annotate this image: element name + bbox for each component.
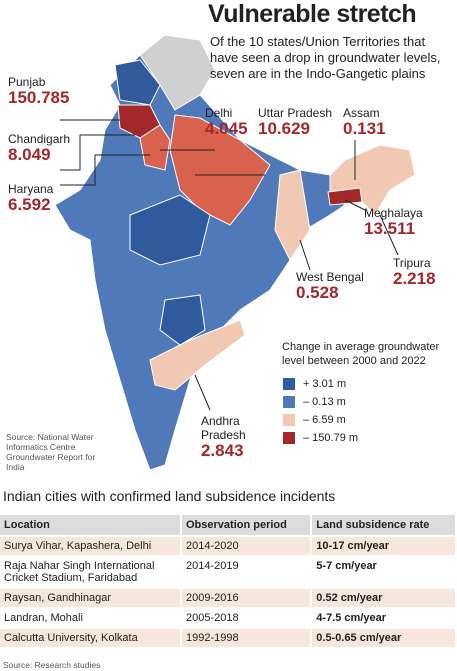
- legend-item: – 6.59 m: [283, 414, 346, 426]
- region-name: Punjab: [8, 75, 46, 89]
- column-header: Location: [0, 515, 182, 536]
- haryana-region: [139, 124, 171, 171]
- table-cell: 2014-2020: [181, 535, 313, 556]
- country-outline: [54, 34, 416, 471]
- mp-region: [129, 194, 211, 266]
- region-value: 0.528: [296, 283, 339, 302]
- map-label: West Bengal 0.528: [296, 270, 364, 302]
- map-label: Delhi 4.045: [205, 106, 248, 138]
- map-label: Punjab 150.785: [8, 75, 69, 107]
- region-name: Andhra Pradesh: [201, 414, 246, 442]
- legend-item: + 3.01 m: [283, 378, 346, 390]
- region-name: West Bengal: [296, 270, 364, 284]
- legend-swatch: [283, 378, 295, 390]
- map-label: Chandigarh 8.049: [8, 132, 70, 164]
- table-cell: Landran, Mohali: [0, 607, 182, 628]
- table-row: Landran, Mohali 2005-2018 4-7.5 cm/year: [0, 607, 457, 628]
- table-cell: 4-7.5 cm/year: [311, 607, 457, 628]
- bengal-region: [274, 169, 311, 261]
- region-name: Chandigarh: [8, 132, 71, 146]
- region-value: 150.785: [8, 88, 70, 107]
- title: Vulnerable stretch: [208, 0, 417, 28]
- andhra-region: [149, 319, 246, 391]
- map-label: Tripura 2.218: [393, 256, 436, 288]
- table-title: Indian cities with confirmed land subsid…: [3, 488, 336, 504]
- legend-swatch: [283, 396, 295, 408]
- header-row: Location Observation period Land subsidenc…: [0, 515, 457, 536]
- region-value: 2.843: [201, 441, 244, 460]
- table-row: Calcutta University, Kolkata 1992-1998 0.5…: [0, 627, 457, 647]
- map-label: Meghalaya 13.511: [364, 206, 423, 238]
- region-value: 13.511: [364, 219, 416, 238]
- table-cell: Raja Nahar Singh International Cricket S…: [0, 555, 182, 588]
- table-source: Source: Research studies: [3, 660, 101, 670]
- region-value: 4.045: [205, 119, 248, 138]
- region-name: Uttar Pradesh: [258, 106, 333, 120]
- kashmir: [139, 34, 216, 111]
- region-value: 0.131: [343, 119, 386, 138]
- map-label: Uttar Pradesh 10.629: [258, 106, 332, 138]
- legend-item: – 0.13 m: [283, 396, 346, 408]
- region-name: Meghalaya: [364, 206, 423, 220]
- legend-label: – 6.59 m: [303, 414, 346, 426]
- india-map: [54, 34, 416, 471]
- table-row: Surya Vihar, Kapashera, Delhi 2014-2020 10…: [0, 535, 457, 556]
- map-source: Source: National Water Informatics Centr…: [6, 432, 96, 472]
- table-cell: 1992-1998: [181, 627, 313, 647]
- region-value: 6.592: [8, 195, 51, 214]
- column-header: Land subsidence rate: [311, 515, 457, 536]
- table-cell: 2014-2019: [181, 555, 313, 588]
- table-cell: 0.52 cm/year: [311, 587, 457, 608]
- meghalaya-region: [327, 187, 363, 206]
- column-header: Observation period: [181, 515, 313, 536]
- table-cell: 5-7 cm/year: [311, 555, 457, 588]
- legend-item: – 150.79 m: [283, 432, 358, 444]
- himachal: [114, 59, 161, 106]
- map-label: Haryana 6.592: [8, 182, 53, 214]
- map-label: Assam 0.131: [343, 106, 386, 138]
- region-value: 2.218: [393, 269, 436, 288]
- region-name: Haryana: [8, 182, 54, 196]
- region-value: 8.049: [8, 145, 51, 164]
- table-cell: 10-17 cm/year: [311, 535, 457, 556]
- region-name: Tripura: [393, 256, 431, 270]
- legend-label: – 0.13 m: [303, 396, 346, 408]
- table-cell: Calcutta University, Kolkata: [0, 627, 182, 647]
- legend-label: + 3.01 m: [303, 378, 347, 390]
- map-label: Andhra Pradesh 2.843: [201, 414, 251, 460]
- telangana-region: [159, 294, 206, 346]
- table-cell: Surya Vihar, Kapashera, Delhi: [0, 535, 182, 556]
- up-region: [169, 114, 271, 226]
- subsidence-table: Location Observation period Land subsidenc…: [0, 515, 457, 647]
- table-cell: 0.5-0.65 cm/year: [311, 627, 457, 647]
- leader-lines: [60, 119, 399, 411]
- legend-title: Change in average groundwater level betw…: [282, 341, 440, 367]
- region-value: 10.629: [258, 119, 310, 138]
- table-cell: Raysan, Gandhinagar: [0, 587, 182, 608]
- legend-swatch: [283, 414, 295, 426]
- subtitle: Of the 10 states/Union Territories that …: [210, 34, 441, 81]
- region-name: Delhi: [205, 106, 233, 120]
- table-row: Raysan, Gandhinagar 2009-2016 0.52 cm/year: [0, 587, 457, 608]
- legend-label: – 150.79 m: [303, 432, 359, 444]
- table-cell: 2009-2016: [181, 587, 313, 608]
- region-name: Assam: [343, 106, 380, 120]
- legend-swatch: [283, 432, 295, 444]
- table-cell: 2005-2018: [181, 607, 313, 628]
- table-row: Raja Nahar Singh International Cricket S…: [0, 555, 457, 588]
